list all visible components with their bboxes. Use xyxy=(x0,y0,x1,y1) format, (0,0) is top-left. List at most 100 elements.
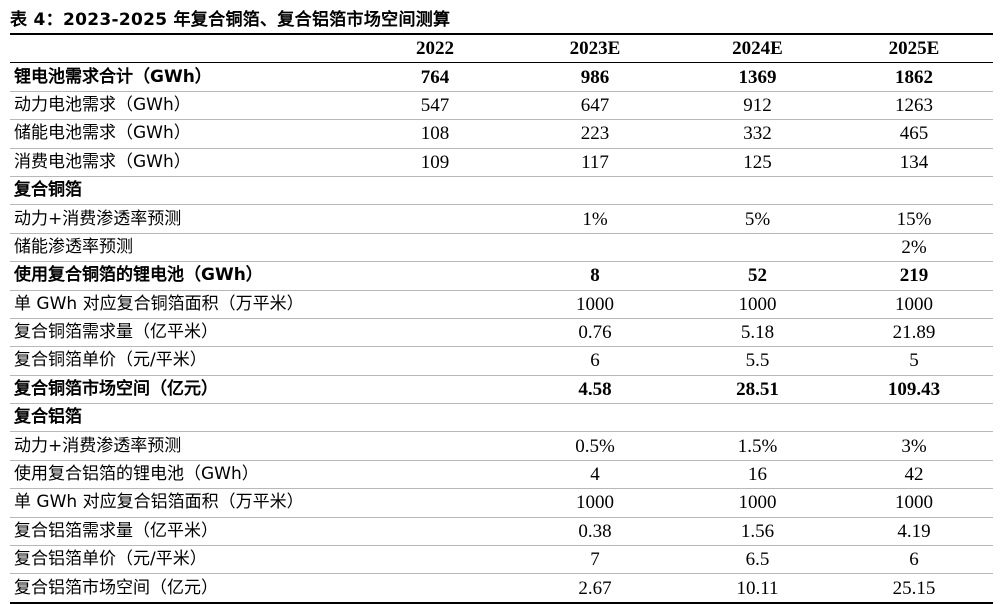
table-cell: 5 xyxy=(835,346,993,376)
table-cell: 1263 xyxy=(835,91,993,121)
table-cell: 21.89 xyxy=(835,318,993,348)
row-label: 复合铜箔单价（元/平米） xyxy=(10,346,360,376)
table-row: 复合铜箔市场空间（亿元） 4.58 28.51 109.43 xyxy=(10,375,993,405)
table-cell: 5.5 xyxy=(680,346,835,376)
table-cell: 219 xyxy=(835,261,993,291)
table-cell: 1369 xyxy=(680,62,835,92)
table-row: 动力+消费渗透率预测 1% 5% 15% xyxy=(10,204,993,234)
table-cell: 223 xyxy=(510,119,680,149)
table-cell xyxy=(360,318,510,348)
table-row: 动力电池需求（GWh） 547 647 912 1263 xyxy=(10,91,993,121)
table-cell: 28.51 xyxy=(680,375,835,405)
row-label: 复合铜箔 xyxy=(10,176,360,206)
table-cell: 547 xyxy=(360,91,510,121)
table-cell: 1000 xyxy=(680,290,835,319)
row-label: 消费电池需求（GWh） xyxy=(10,148,360,177)
table-cell: 8 xyxy=(510,261,680,291)
table-cell xyxy=(360,517,510,547)
table-header-row: 2022 2023E 2024E 2025E xyxy=(10,35,993,64)
row-label: 复合铜箔需求量（亿平米） xyxy=(10,318,360,348)
table-row: 锂电池需求合计（GWh） 764 986 1369 1862 xyxy=(10,62,993,92)
column-header: 2025E xyxy=(835,35,993,64)
table-cell xyxy=(360,431,510,461)
table-cell xyxy=(360,204,510,234)
table-cell xyxy=(510,176,680,206)
table-row: 储能渗透率预测 2% xyxy=(10,233,993,263)
table-row: 消费电池需求（GWh） 109 117 125 134 xyxy=(10,148,993,177)
row-label: 复合铜箔市场空间（亿元） xyxy=(10,375,360,405)
row-label: 复合铝箔需求量（亿平米） xyxy=(10,517,360,547)
row-label: 复合铝箔市场空间（亿元） xyxy=(14,577,218,598)
table-row: 复合铝箔单价（元/平米） 7 6.5 6 xyxy=(10,545,993,575)
table-cell: 332 xyxy=(680,119,835,149)
table-cell: 1.56 xyxy=(680,517,835,547)
table-cell xyxy=(680,176,835,206)
table-row: 动力+消费渗透率预测 0.5% 1.5% 3% xyxy=(10,431,993,461)
table-row: 使用复合铜箔的锂电池（GWh） 8 52 219 xyxy=(10,261,993,291)
row-label: 动力+消费渗透率预测 xyxy=(10,204,360,234)
table-row: 使用复合铝箔的锂电池（GWh） 4 16 42 xyxy=(10,460,993,490)
table-cell: 10.11 xyxy=(736,577,779,599)
table-cell xyxy=(360,233,510,263)
table-cell: 0.5% xyxy=(510,431,680,461)
table-row: 复合铜箔单价（元/平米） 6 5.5 5 xyxy=(10,346,993,376)
table-cell: 108 xyxy=(360,119,510,149)
table-top-rule xyxy=(10,33,993,35)
table-cell: 42 xyxy=(835,460,993,490)
table-cell: 117 xyxy=(510,148,680,177)
table-cell xyxy=(680,403,835,433)
table-cell: 6.5 xyxy=(680,545,835,575)
table-row: 复合铝箔市场空间（亿元） 2.67 10.11 25.15 xyxy=(10,574,993,602)
table-cell: 1862 xyxy=(835,62,993,92)
table-cell: 4.19 xyxy=(835,517,993,547)
row-label: 使用复合铝箔的锂电池（GWh） xyxy=(10,460,360,490)
table-cell: 1000 xyxy=(510,488,680,518)
row-label: 锂电池需求合计（GWh） xyxy=(10,62,360,92)
table-row: 复合铜箔需求量（亿平米） 0.76 5.18 21.89 xyxy=(10,318,993,348)
table-cell xyxy=(360,403,510,433)
column-header: 2022 xyxy=(360,35,510,64)
table-cell: 5.18 xyxy=(680,318,835,348)
table-cell: 647 xyxy=(510,91,680,121)
table-cell: 4 xyxy=(510,460,680,490)
table-row: 复合铝箔 xyxy=(10,403,993,433)
row-label: 储能渗透率预测 xyxy=(10,233,360,263)
table-cell: 465 xyxy=(835,119,993,149)
table-cell: 986 xyxy=(510,62,680,92)
table-row: 复合铝箔需求量（亿平米） 0.38 1.56 4.19 xyxy=(10,517,993,547)
table-cell: 764 xyxy=(360,62,510,92)
table-cell: 134 xyxy=(835,148,993,177)
table-cell xyxy=(835,403,993,433)
table-cell xyxy=(360,460,510,490)
table-cell: 0.38 xyxy=(510,517,680,547)
table-cell: 109 xyxy=(360,148,510,177)
table-cell: 52 xyxy=(680,261,835,291)
table-cell: 7 xyxy=(510,545,680,575)
market-size-table: 2022 2023E 2024E 2025E 锂电池需求合计（GWh） 764 98… xyxy=(10,33,993,604)
table-cell: 125 xyxy=(680,148,835,177)
table-cell: 6 xyxy=(510,346,680,376)
table-cell: 1000 xyxy=(835,488,993,518)
table-cell: 6 xyxy=(835,545,993,575)
table-cell: 1000 xyxy=(835,290,993,319)
table-cell xyxy=(360,375,510,405)
table-cell: 3% xyxy=(835,431,993,461)
table-cell: 1000 xyxy=(510,290,680,319)
row-label: 复合铝箔 xyxy=(10,403,360,433)
table-row: 复合铜箔 xyxy=(10,176,993,206)
column-header xyxy=(10,35,360,64)
table-cell: 25.15 xyxy=(892,577,936,599)
table-cell xyxy=(835,176,993,206)
table-cell: 109.43 xyxy=(835,375,993,405)
table-cell xyxy=(510,403,680,433)
row-label: 单 GWh 对应复合铝箔面积（万平米） xyxy=(10,488,360,518)
table-cell: 15% xyxy=(835,204,993,234)
table-row: 储能电池需求（GWh） 108 223 332 465 xyxy=(10,119,993,149)
table-title: 表 4：2023-2025 年复合铜箔、复合铝箔市场空间测算 xyxy=(10,10,451,30)
row-label: 复合铝箔单价（元/平米） xyxy=(10,545,360,575)
row-label: 使用复合铜箔的锂电池（GWh） xyxy=(10,261,360,291)
table-cell xyxy=(360,261,510,291)
table-row: 单 GWh 对应复合铜箔面积（万平米） 1000 1000 1000 xyxy=(10,290,993,319)
row-label: 动力+消费渗透率预测 xyxy=(10,431,360,461)
row-label: 单 GWh 对应复合铜箔面积（万平米） xyxy=(10,290,360,319)
